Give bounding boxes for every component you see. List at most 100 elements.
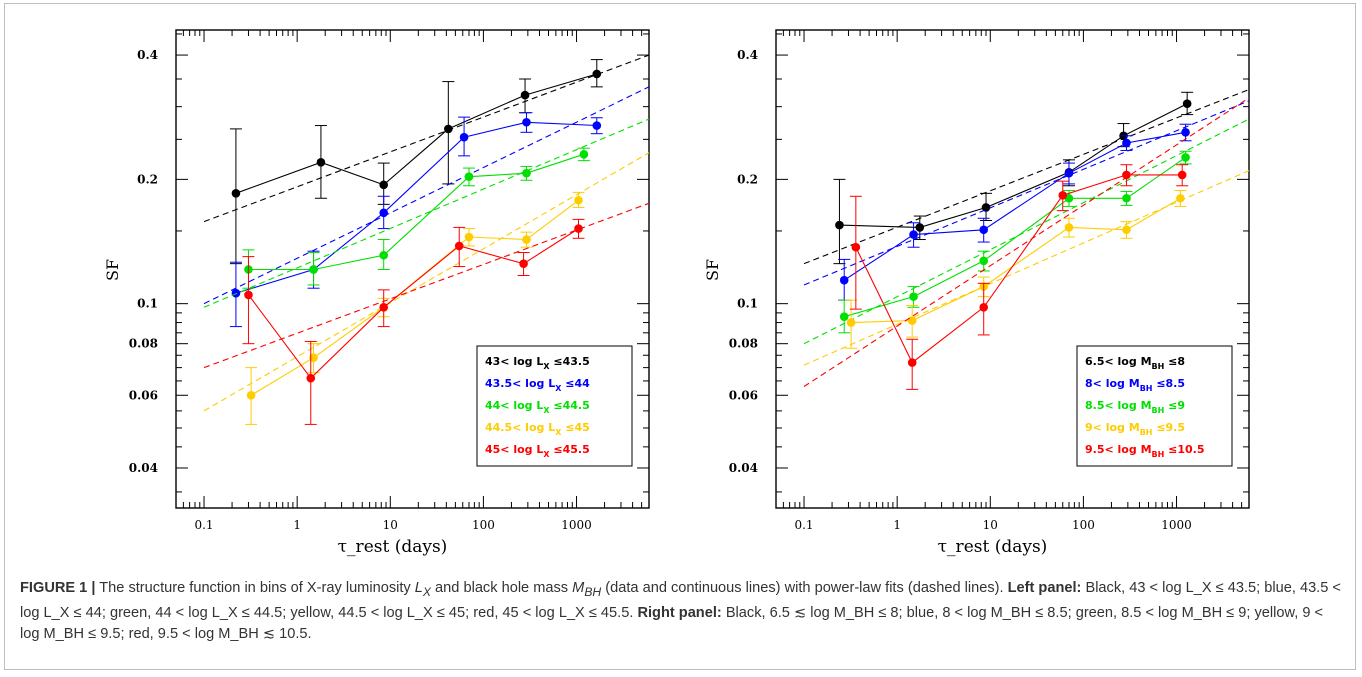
legend-text: 43.5< log L [485,377,555,390]
data-point [444,124,453,134]
series-3 [803,170,1250,366]
legend-range: ≤8.5 [1152,377,1185,390]
series-2 [803,118,1250,345]
x-tick-label: 100 [472,518,495,532]
data-line [248,153,585,271]
series-1 [803,100,1250,301]
data-point [522,168,531,178]
y-tick-label: 0.04 [129,461,158,475]
legend-text: 8< log M [1085,377,1140,390]
x-tick-label: 1000 [1161,518,1192,532]
legend-subscript: X [555,428,562,437]
legend-text: 45< log L [485,443,543,456]
legend-subscript: BH [1152,362,1165,371]
data-point [979,256,989,266]
legend-subscript: X [543,362,550,371]
data-point [306,373,316,383]
data-point [579,150,589,159]
legend-text: 9< log M [1085,421,1140,434]
data-line [248,228,579,380]
legend-range: ≤9 [1164,399,1185,412]
data-point [1064,223,1074,232]
data-point [459,132,469,142]
legend-label: 9.5< log MBH ≤10.5 [1085,443,1205,459]
legend-range: ≤44.5 [550,399,590,412]
data-point [309,353,318,362]
x-tick-label: 1000 [561,518,592,532]
figure-plots: 0.1 1 10 100 1000 0.04 0.06 0.08 0.1 0.2 0.4 SF τ_re… [103,29,1250,557]
legend-text: 43< log L [485,355,543,368]
data-point [839,275,849,285]
data-point [907,316,917,325]
data-point [309,265,318,274]
caption-text-3: (data and continuous lines) with power-l… [601,580,1008,596]
caption-text-2: and black hole mass [431,580,573,596]
fit-line [803,97,1250,387]
y-axis-label: SF [103,259,122,281]
data-point [851,242,861,252]
data-point [522,235,531,244]
caption-right-label: Right panel: [637,604,722,621]
caption-lx-sub: X [422,584,431,599]
legend-label: 8.5< log MBH ≤9 [1085,399,1185,415]
y-tick-label: 0.1 [737,297,758,311]
legend-subscript: BH [1140,384,1153,393]
left-panel: 0.1 1 10 100 1000 0.04 0.06 0.08 0.1 0.2 0.4 SF τ_re… [103,29,650,557]
data-point [981,203,991,212]
y-tick-label: 0.2 [137,172,158,186]
data-point [1058,190,1068,200]
data-point [519,259,528,268]
data-line [851,197,1181,324]
data-point [915,223,925,232]
fit-line [803,118,1250,345]
plot-frame [175,29,650,509]
x-axis-label: τ_rest (days) [938,537,1048,557]
legend-text: 9.5< log M [1085,443,1152,456]
x-tick-label: 100 [1072,518,1095,532]
legend-subscript: BH [1140,428,1153,437]
data-point [574,224,583,233]
x-tick-label: 1 [893,518,901,532]
data-point [909,230,918,239]
data-point [835,220,844,230]
data-point [1122,170,1131,180]
data-point [379,180,389,190]
legend-text: 44.5< log L [485,421,555,434]
data-point [979,225,989,235]
legend-range: ≤44 [561,377,590,390]
data-point [1177,170,1187,180]
data-point [454,241,464,251]
y-tick-label: 0.06 [129,388,158,402]
series-0 [203,54,650,265]
legend-label: 44.5< log LX ≤45 [485,421,590,437]
legend-range: ≤8 [1164,355,1185,368]
legend-label: 45< log LX ≤45.5 [485,443,590,459]
legend-range: ≤43.5 [550,355,590,368]
data-point [379,250,389,260]
y-tick-label: 0.08 [729,337,758,351]
y-tick-label: 0.4 [737,48,758,62]
data-point [244,290,253,300]
legend-label: 43.5< log LX ≤44 [485,377,590,393]
legend-subscript: BH [1152,406,1165,415]
y-tick-label: 0.04 [729,461,758,475]
y-tick-label: 0.2 [737,172,758,186]
legend-label: 44< log LX ≤44.5 [485,399,590,415]
data-point [1176,193,1185,203]
data-point [464,232,474,242]
x-tick-label: 0.1 [194,518,213,532]
series-4 [203,202,650,425]
data-point [1064,168,1074,178]
fit-line [203,118,650,308]
data-point [246,390,256,400]
legend-text: 6.5< log M [1085,355,1152,368]
data-point [846,318,856,327]
fit-line [803,100,1250,286]
x-tick-label: 1 [293,518,301,532]
data-point [379,302,389,312]
fit-line [203,86,650,305]
data-point [1122,193,1131,203]
caption-label: FIGURE 1 | [20,580,96,596]
y-axis-label: SF [703,259,722,281]
data-point [907,358,917,367]
